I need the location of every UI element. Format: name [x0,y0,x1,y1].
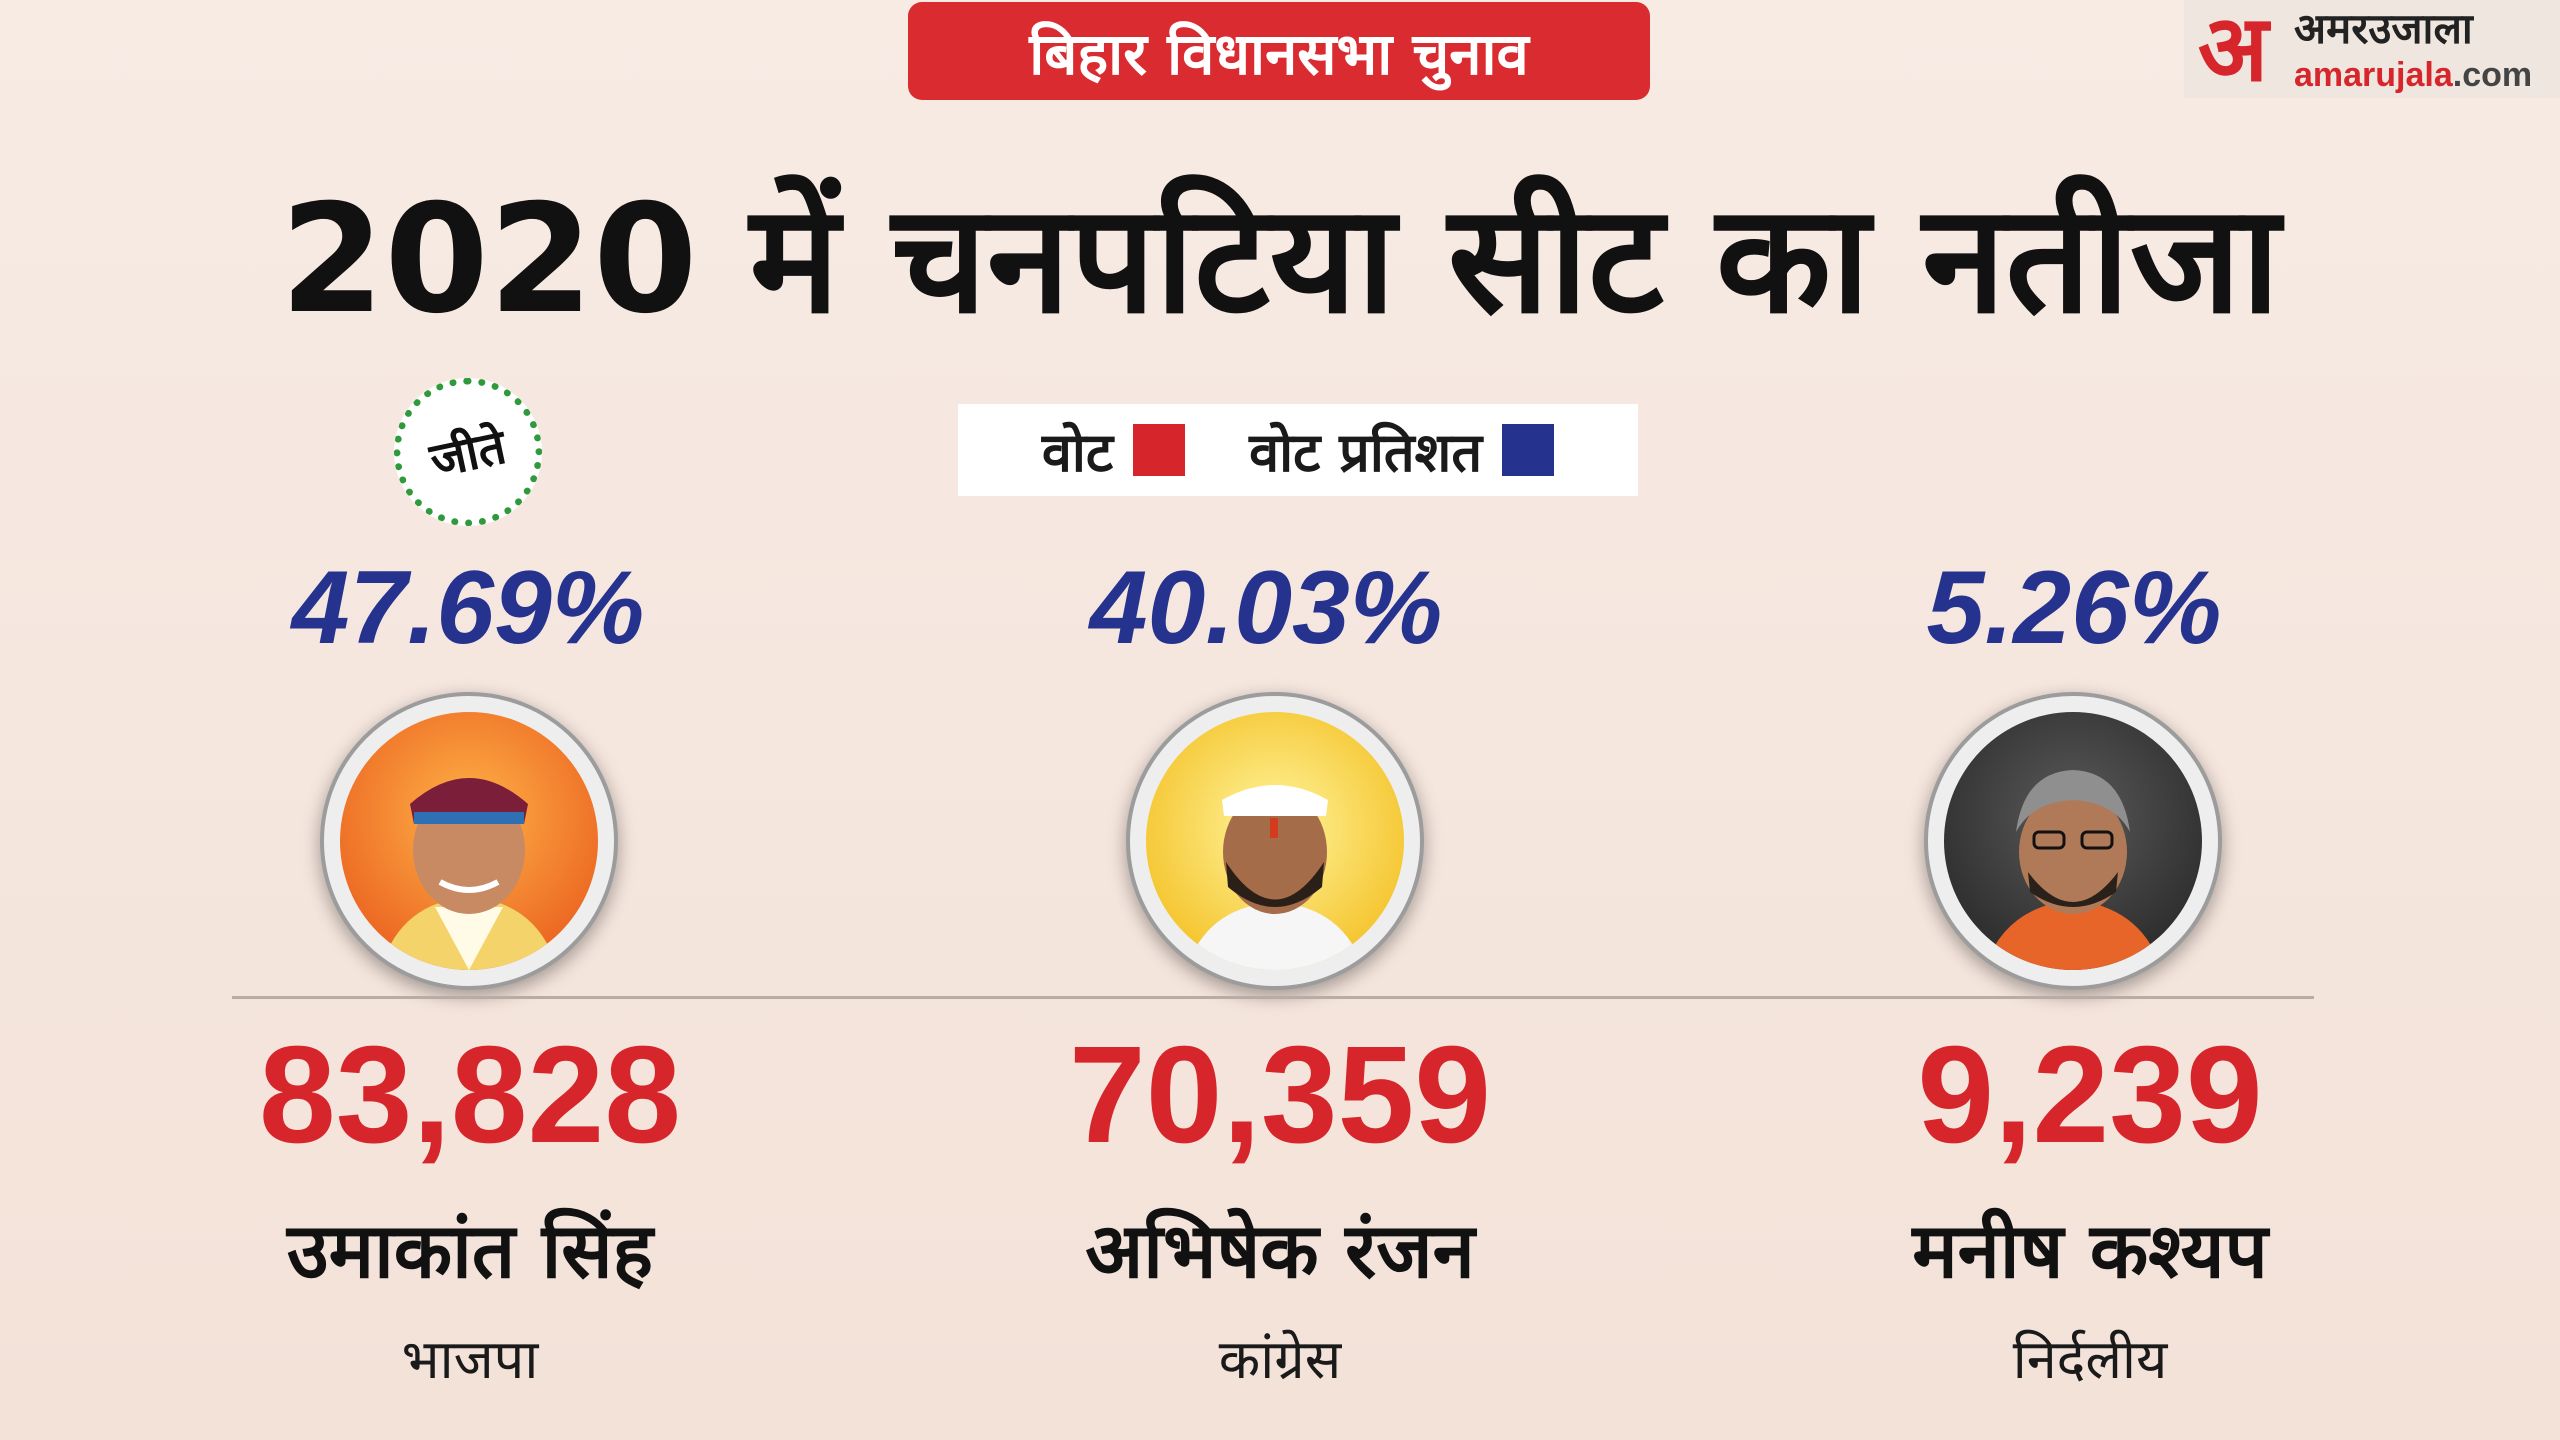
publisher-logo [2184,0,2560,98]
candidate-2-photo [1146,712,1404,970]
candidate-3-name: मनीष कश्यप [1912,1206,2268,1295]
logo-hindi-text: अमरउजाला [2294,4,2473,53]
legend: वोट वोट प्रतिशत [958,404,1638,496]
legend-percent-swatch [1502,424,1555,476]
candidate-1-party: भाजपा [401,1328,539,1391]
candidate-2-percent: 40.03% [1089,550,1443,666]
candidate-1-votes: 83,828 [258,1018,682,1172]
candidate-1-name: उमाकांत सिंह [286,1206,654,1295]
candidate-3-votes: 9,239 [1917,1018,2263,1172]
logo-site-name: amarujala [2294,56,2453,94]
divider [232,996,2314,999]
candidate-1-percent: 47.69% [291,550,645,666]
candidate-2-votes: 70,359 [1068,1018,1492,1172]
page-title: 2020 में चनपटिया सीट का नतीजा [280,173,2280,347]
legend-votes-swatch [1133,424,1186,476]
candidate-2-name: अभिषेक रंजन [1085,1206,1475,1295]
logo-mark: अ [2197,0,2269,102]
candidate-1-photo [340,712,598,970]
candidate-1-avatar [320,692,618,990]
candidate-3-party: निर्दलीय [2012,1328,2168,1391]
election-banner: बिहार विधानसभा चुनाव [908,2,1650,100]
candidate-2-avatar [1126,692,1424,990]
winner-badge-text: जीते [425,418,512,489]
logo-site-text: amarujala.com [2294,56,2556,94]
legend-percent-label: वोट प्रतिशत [1249,421,1483,484]
legend-votes-label: वोट [1041,421,1114,484]
candidate-3-photo [1944,712,2202,970]
candidate-3-percent: 5.26% [1926,550,2222,666]
winner-badge: जीते [394,378,542,526]
logo-site-tld: .com [2452,56,2533,94]
candidate-2-party: कांग्रेस [1218,1328,1342,1391]
banner-text: बिहार विधानसभा चुनाव [1029,19,1529,88]
candidate-3-avatar [1924,692,2222,990]
